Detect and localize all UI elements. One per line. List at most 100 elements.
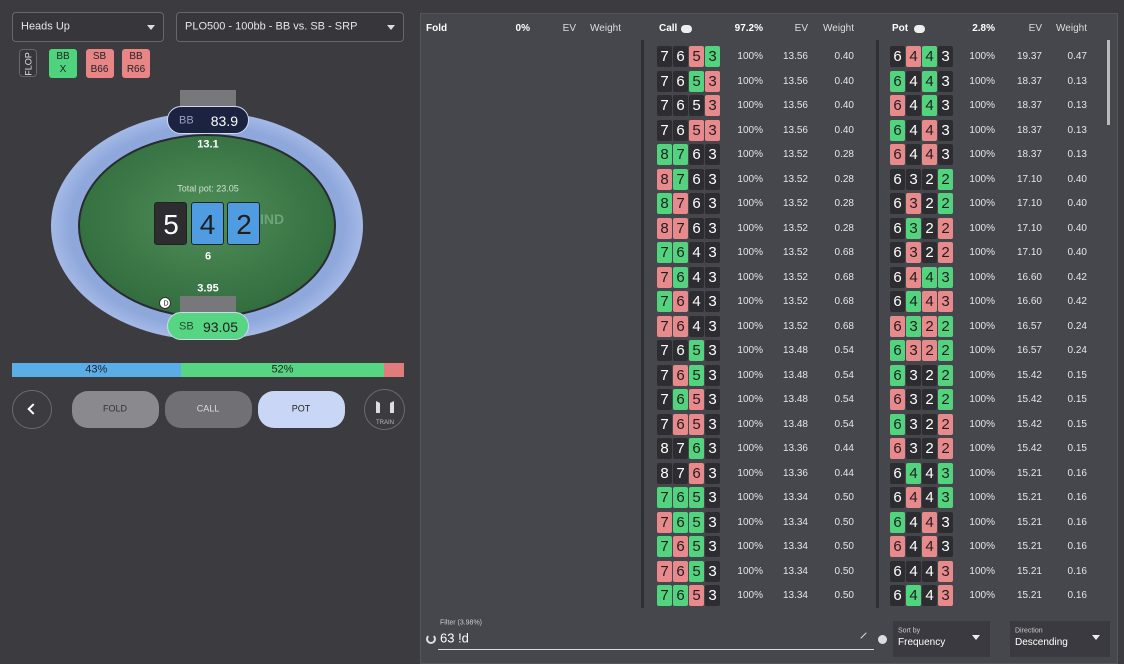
hand-ev: 17.10 (1016, 198, 1042, 209)
hand-card: 6 (890, 70, 905, 92)
hand-ev: 13.34 (782, 492, 808, 503)
frequency-segment: 52% (180, 363, 385, 377)
hand-card: 4 (906, 511, 921, 533)
column-frequency: 2.8% (972, 23, 995, 34)
hand-ev: 13.52 (782, 296, 808, 307)
hand-card: 6 (890, 242, 905, 263)
hand-ev: 13.52 (782, 149, 808, 160)
hand-card: 7 (657, 291, 672, 312)
back-button[interactable] (12, 390, 52, 429)
select[interactable]: Direction Descending (1010, 621, 1110, 657)
hand-card: 4 (906, 144, 921, 165)
hand-card: 6 (689, 144, 704, 165)
hand-ev: 13.48 (782, 418, 808, 430)
hand-card: 5 (689, 536, 704, 557)
train-text: TRAIN (376, 420, 394, 426)
hand-card: 4 (906, 46, 921, 67)
hand-card: 4 (906, 291, 921, 312)
hand-frequency: 100% (969, 516, 995, 528)
chip-action: B66 (90, 64, 109, 75)
strategy-panel (420, 13, 1118, 664)
hand-list: 7 6 5 3 100% 13.56 0.40 7 6 5 3 100% 13.56 0.40 7 6 5 3 10… (657, 38, 879, 608)
hand-card: 3 (938, 511, 953, 533)
dropdown-value: PLO500 - 100bb - BB vs. SB - SRP (185, 20, 358, 33)
column-ev: EV (794, 23, 808, 34)
hand-card: 6 (673, 70, 688, 92)
scrollbar (876, 40, 879, 608)
hand-card: 2 (922, 364, 937, 386)
hand-ev: 13.56 (782, 51, 808, 62)
action-chip[interactable]: BB X (49, 49, 77, 78)
column-weight: Weight (1056, 23, 1087, 34)
hand-ev: 13.48 (782, 345, 808, 356)
hand-card: 3 (938, 487, 953, 508)
button-text: FOLD (102, 403, 128, 414)
hand-card: 3 (906, 364, 921, 386)
hand-card: 6 (890, 585, 905, 606)
hand-card: 4 (689, 242, 704, 263)
hand-frequency: 100% (969, 149, 995, 160)
hand-card: 2 (938, 193, 953, 214)
column-weight: Weight (590, 23, 621, 34)
filter-input[interactable]: 63 !d (438, 630, 874, 650)
hand-card: 4 (906, 70, 921, 92)
select-value: Descending (1015, 637, 1068, 648)
hand-card: 4 (922, 119, 937, 141)
hand-card: 6 (890, 438, 905, 459)
hand-weight: 0.40 (834, 100, 854, 111)
hand-frequency: 100% (737, 345, 763, 356)
action-chip[interactable]: BB R66 (122, 49, 150, 78)
hand-weight: 0.16 (1067, 467, 1087, 479)
hand-card: 8 (657, 462, 672, 484)
hand-card: 3 (705, 144, 720, 165)
dropdown[interactable]: PLO500 - 100bb - BB vs. SB - SRP (176, 12, 404, 42)
action-chip[interactable]: SB B66 (85, 49, 114, 78)
hand-ev: 13.48 (782, 394, 808, 405)
hand-card: 6 (673, 536, 688, 557)
action-button[interactable]: FOLD (72, 391, 159, 428)
action-button[interactable]: CALL (165, 391, 252, 428)
hand-card: 5 (689, 389, 704, 410)
reset-icon (426, 634, 436, 644)
hand-card: 4 (906, 560, 921, 582)
hand-card: 4 (922, 266, 937, 288)
hand-card: 2 (922, 168, 937, 190)
hand-card: 2 (922, 217, 937, 239)
hand-weight: 0.13 (1067, 149, 1087, 160)
hand-card: 4 (922, 487, 937, 508)
hand-card: 3 (906, 242, 921, 263)
hand-card: 6 (673, 413, 688, 435)
select[interactable]: Sort by Frequency (893, 621, 990, 657)
hand-card: 3 (906, 315, 921, 337)
hand-weight: 0.13 (1067, 100, 1087, 111)
hand-ev: 15.42 (1016, 443, 1042, 454)
dropdown[interactable]: Heads Up (12, 12, 164, 42)
filter-query: 63 !d (440, 630, 469, 646)
hand-ev: 17.10 (1016, 173, 1042, 185)
hand-card: 3 (906, 217, 921, 239)
hand-card: 3 (705, 511, 720, 533)
hand-card: 6 (673, 95, 688, 116)
hand-card: 2 (938, 168, 953, 190)
train-button[interactable]: TRAIN (364, 389, 405, 430)
hand-weight: 0.28 (834, 173, 854, 185)
scrollbar (1107, 40, 1110, 125)
hand-weight: 0.44 (834, 443, 854, 454)
action-button[interactable]: POT (258, 391, 345, 428)
hand-frequency: 100% (737, 296, 763, 307)
hand-card: 6 (689, 462, 704, 484)
hand-card: 7 (673, 168, 688, 190)
hand-frequency: 100% (737, 369, 763, 381)
hand-card: 5 (689, 340, 704, 361)
hand-card: 2 (922, 389, 937, 410)
hand-weight: 0.54 (834, 418, 854, 430)
hand-frequency: 100% (969, 296, 995, 307)
hand-ev: 13.52 (782, 173, 808, 185)
hand-card: 2 (938, 364, 953, 386)
hand-card: 6 (673, 585, 688, 606)
hand-card: 3 (705, 585, 720, 606)
hand-card: 7 (673, 193, 688, 214)
board-card: 5 (154, 202, 187, 245)
hand-list: 6 4 4 3 100% 19.37 0.47 6 4 4 3 100% 18.37 0.13 6 4 4 3 10… (890, 38, 1112, 608)
hand-card: 6 (890, 511, 905, 533)
